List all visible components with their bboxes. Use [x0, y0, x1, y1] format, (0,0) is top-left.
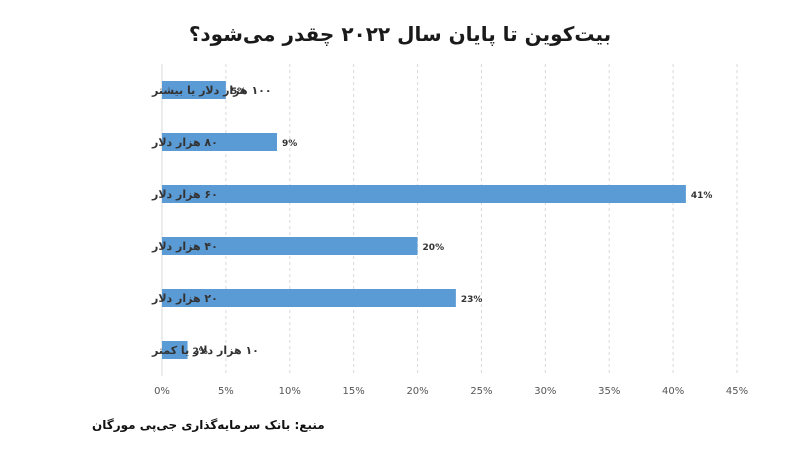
category-label: ۴۰ هزار دلار: [151, 240, 218, 253]
x-tick-label: 45%: [726, 386, 748, 397]
data-label: 41%: [691, 191, 713, 201]
bar: [162, 341, 188, 359]
data-label: 2%: [193, 347, 208, 357]
x-tick-label: 5%: [218, 386, 234, 397]
bar: [162, 133, 277, 151]
data-label: 23%: [461, 295, 483, 305]
category-label: ۶۰ هزار دلار: [151, 188, 218, 201]
x-tick-label: 25%: [470, 386, 492, 397]
category-label: ۱۰۰ هزار دلار یا بیشتر: [151, 84, 272, 97]
x-tick-label: 35%: [598, 386, 620, 397]
bar: [162, 185, 686, 203]
x-tick-label: 10%: [279, 386, 301, 397]
data-label: 5%: [231, 87, 246, 97]
data-label: 20%: [423, 243, 445, 253]
x-tick-label: 15%: [343, 386, 365, 397]
bar: [162, 237, 418, 255]
category-label: ۱۰ هزار دلار یا کمتر: [151, 344, 259, 357]
x-tick-label: 40%: [662, 386, 684, 397]
data-label: 9%: [282, 139, 297, 149]
bar: [162, 81, 226, 99]
x-tick-label: 20%: [406, 386, 428, 397]
category-label: ۸۰ هزار دلار: [151, 136, 218, 149]
x-tick-label: 30%: [534, 386, 556, 397]
chart-title: بیت‌کوین تا پایان سال ۲۰۲۲ چقدر می‌شود؟: [188, 22, 612, 46]
source-note: منبع: بانک سرمایه‌گذاری جی‌پی مورگان: [92, 418, 325, 432]
category-label: ۲۰ هزار دلار: [151, 292, 218, 305]
bar: [162, 289, 456, 307]
x-tick-label: 0%: [154, 386, 170, 397]
